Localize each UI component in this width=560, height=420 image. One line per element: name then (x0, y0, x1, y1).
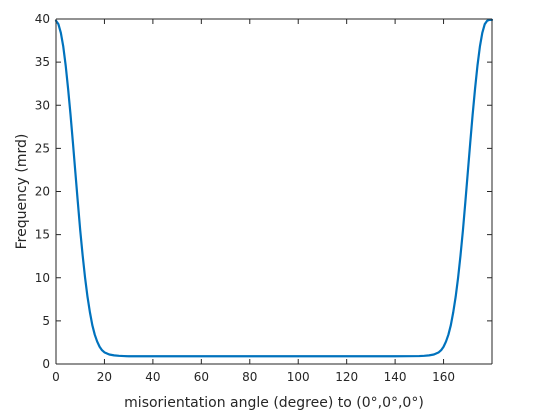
y-tick-label: 0 (42, 357, 50, 371)
x-tick-label: 120 (335, 370, 358, 384)
x-tick-label: 0 (52, 370, 60, 384)
y-tick-label: 30 (35, 98, 50, 112)
series-line (54, 18, 494, 358)
y-tick-label: 15 (35, 228, 50, 242)
y-axis-label: Frequency (mrd) (14, 134, 30, 250)
plot-area (54, 18, 494, 358)
y-tick-label: 25 (35, 141, 50, 155)
x-tick-label: 40 (145, 370, 160, 384)
ticks: 0 20 40 60 80 100 120 140 160 0 5 10 15 20 25 30 35 40 (35, 12, 492, 384)
x-axis-label: misorientation angle (degree) to (0°,0°,… (124, 395, 424, 411)
y-tick-label: 10 (35, 271, 50, 285)
x-tick-label: 160 (432, 370, 455, 384)
x-tick-label: 140 (384, 370, 407, 384)
y-tick-label: 35 (35, 55, 50, 69)
x-tick-label: 60 (194, 370, 209, 384)
axes (55, 18, 493, 365)
y-tick-label: 20 (35, 185, 50, 199)
x-tick-label: 20 (97, 370, 112, 384)
x-tick-label: 80 (242, 370, 257, 384)
x-tick-label: 100 (287, 370, 310, 384)
y-tick-label: 5 (42, 314, 50, 328)
y-tick-label: 40 (35, 12, 50, 26)
